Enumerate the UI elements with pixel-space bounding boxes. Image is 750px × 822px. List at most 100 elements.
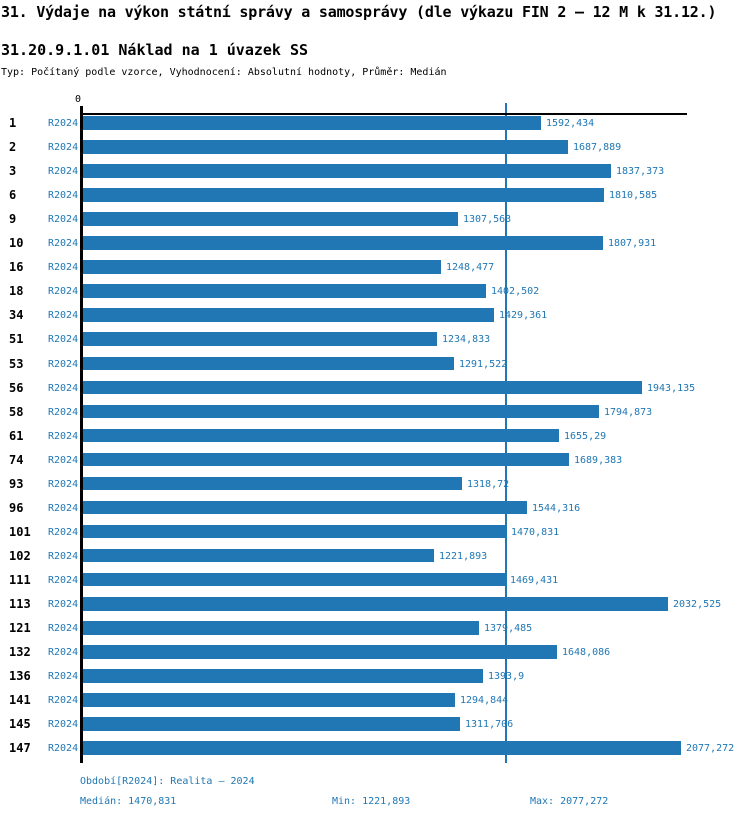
footer-max-label: Max: 2077,272 <box>530 796 609 807</box>
series-label: R2024 <box>48 599 79 610</box>
chart-row: 147 R2024 2077,272 <box>0 741 750 755</box>
value-bar <box>83 284 486 298</box>
value-bar <box>83 380 642 395</box>
x-axis-line <box>80 113 687 115</box>
y-axis-line <box>80 106 83 763</box>
series-label: R2024 <box>48 743 79 755</box>
bar-value-label: 1807,931 <box>608 238 657 250</box>
chart-row: 111 R2024 1469,431 <box>0 572 750 587</box>
chart-row: 74 R2024 1689,383 <box>0 452 750 467</box>
row-number-label: 101 <box>9 524 31 539</box>
value-bar <box>83 717 460 731</box>
value-bar <box>83 308 494 322</box>
chart-row: 34 R2024 1429,361 <box>0 308 750 322</box>
footer-period-label: Období[R2024]: Realita – 2024 <box>80 776 255 787</box>
value-bar <box>83 164 611 178</box>
indicator-title: 31.20.9.1.01 Náklad na 1 úvazek SS <box>1 41 309 59</box>
report-title: 31. Výdaje na výkon státní správy a samo… <box>1 3 717 21</box>
chart-row: 113 R2024 2032,525 <box>0 597 750 611</box>
bar-value-label: 1810,585 <box>609 190 658 202</box>
row-number-label: 1 <box>9 116 17 130</box>
value-bar <box>83 236 603 250</box>
series-label: R2024 <box>48 454 79 466</box>
bar-value-label: 2032,525 <box>673 599 722 610</box>
bar-value-label: 1311,706 <box>465 719 514 731</box>
series-label: R2024 <box>48 623 79 635</box>
footer-min-label: Min: 1221,893 <box>332 796 411 807</box>
row-number-label: 2 <box>9 140 17 155</box>
series-label: R2024 <box>48 671 79 683</box>
bar-value-label: 1943,135 <box>647 382 696 394</box>
value-bar <box>83 404 599 419</box>
value-bar <box>83 260 441 274</box>
bar-value-label: 1294,844 <box>460 695 509 707</box>
bar-value-label: 1318,72 <box>467 478 510 490</box>
value-bar <box>83 621 479 635</box>
value-bar <box>83 741 681 755</box>
series-label: R2024 <box>48 526 79 538</box>
value-bar <box>83 428 559 443</box>
chart-row: 58 R2024 1794,873 <box>0 404 750 419</box>
series-label: R2024 <box>48 334 79 346</box>
row-number-label: 93 <box>9 476 24 491</box>
row-number-label: 121 <box>9 621 31 636</box>
series-label: R2024 <box>48 358 79 370</box>
bar-value-label: 1687,889 <box>573 142 622 154</box>
chart-row: 136 R2024 1393,9 <box>0 669 750 683</box>
value-bar <box>83 332 437 346</box>
chart-row: 6 R2024 1810,585 <box>0 188 750 202</box>
series-label: R2024 <box>48 310 79 322</box>
row-number-label: 141 <box>9 693 31 708</box>
bar-value-label: 1402,502 <box>491 286 540 298</box>
chart-row: 96 R2024 1544,316 <box>0 500 750 515</box>
series-label: R2024 <box>48 142 79 154</box>
series-label: R2024 <box>48 695 79 707</box>
bar-value-label: 1393,9 <box>488 671 525 683</box>
bar-value-label: 1689,383 <box>574 454 623 466</box>
bar-value-label: 1794,873 <box>604 406 653 418</box>
row-number-label: 53 <box>9 356 24 371</box>
chart-row: 51 R2024 1234,833 <box>0 332 750 346</box>
bar-value-label: 1469,431 <box>510 574 559 586</box>
series-label: R2024 <box>48 478 79 490</box>
chart-row: 2 R2024 1687,889 <box>0 140 750 154</box>
row-number-label: 6 <box>9 188 17 203</box>
row-number-label: 111 <box>9 572 31 587</box>
value-bar <box>83 693 455 707</box>
row-number-label: 56 <box>9 380 24 395</box>
chart-row: 61 R2024 1655,29 <box>0 428 750 443</box>
bar-value-label: 1291,522 <box>459 358 508 370</box>
series-label: R2024 <box>48 262 79 274</box>
series-label: R2024 <box>48 430 79 442</box>
value-bar <box>83 597 668 611</box>
series-label: R2024 <box>48 214 79 226</box>
bar-value-label: 1544,316 <box>532 502 581 514</box>
chart-row: 141 R2024 1294,844 <box>0 693 750 707</box>
value-bar <box>83 669 483 683</box>
chart-row: 102 R2024 1221,893 <box>0 548 750 563</box>
chart-row: 16 R2024 1248,477 <box>0 260 750 274</box>
series-label: R2024 <box>48 238 79 250</box>
row-number-label: 51 <box>9 332 24 347</box>
chart-row: 145 R2024 1311,706 <box>0 717 750 731</box>
series-label: R2024 <box>48 382 79 394</box>
bar-value-label: 1248,477 <box>446 262 495 274</box>
value-bar <box>83 188 604 202</box>
row-number-label: 34 <box>9 308 24 323</box>
row-number-label: 113 <box>9 597 31 611</box>
series-label: R2024 <box>48 550 79 562</box>
chart-row: 9 R2024 1307,563 <box>0 212 750 226</box>
row-number-label: 61 <box>9 428 24 443</box>
row-number-label: 102 <box>9 548 31 563</box>
chart-row: 1 R2024 1592,434 <box>0 116 750 130</box>
bar-value-label: 1379,485 <box>484 623 533 635</box>
value-bar <box>83 572 505 587</box>
row-number-label: 74 <box>9 452 24 467</box>
row-number-label: 147 <box>9 741 31 756</box>
indicator-meta: Typ: Počítaný podle vzorce, Vyhodnocení:… <box>1 67 447 78</box>
value-bar <box>83 356 454 370</box>
series-label: R2024 <box>48 574 79 586</box>
row-number-label: 16 <box>9 260 24 275</box>
value-bar <box>83 212 458 226</box>
value-bar <box>83 524 506 539</box>
